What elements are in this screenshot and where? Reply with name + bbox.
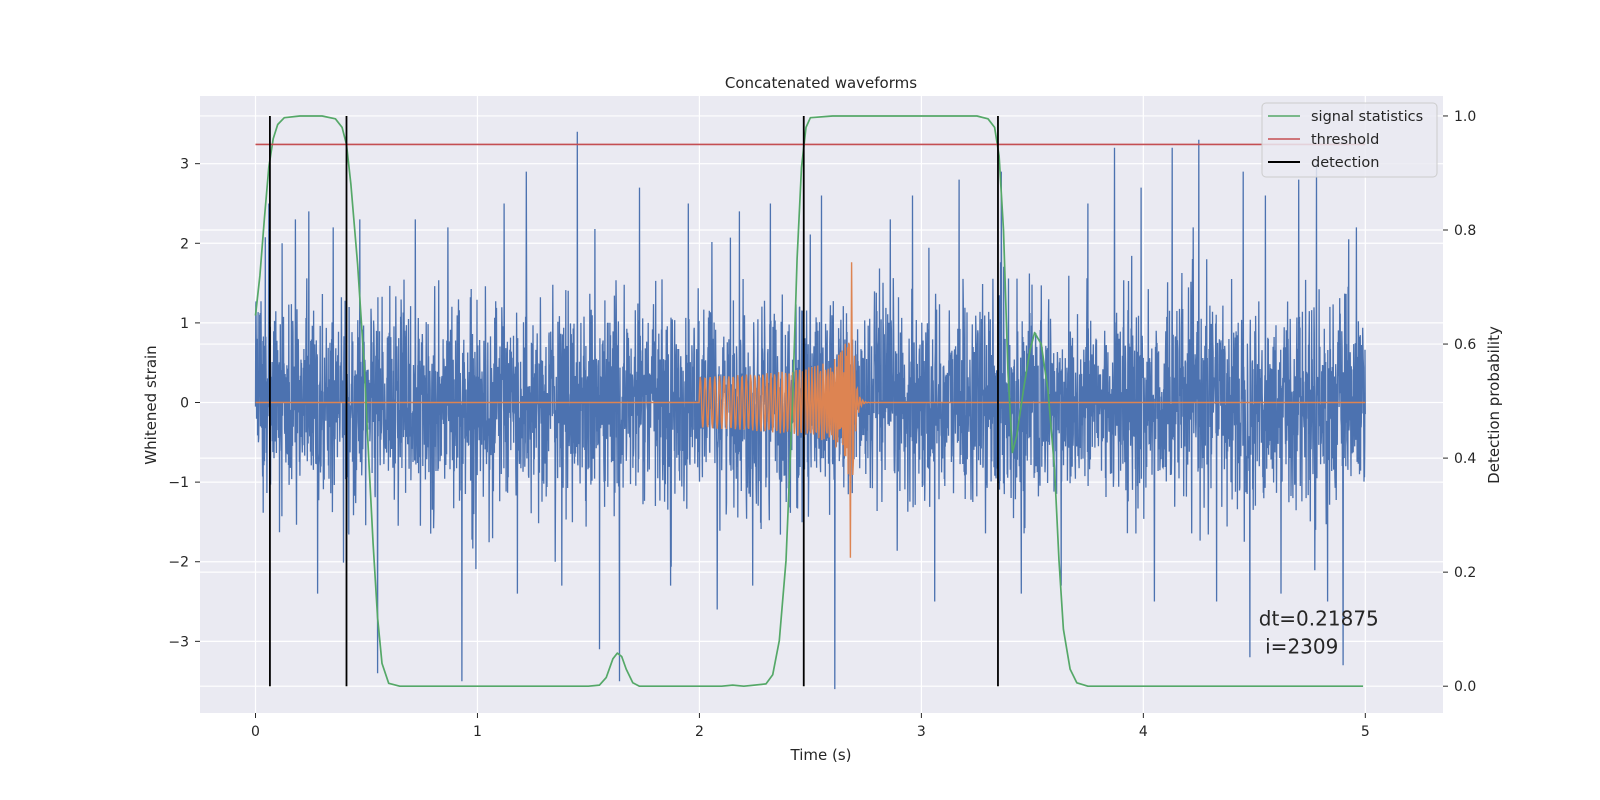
x-tick-label: 1 [473, 724, 482, 740]
chart-title: Concatenated waveforms [725, 74, 917, 92]
x-axis-label: Time (s) [790, 746, 852, 764]
y-tick-label: −1 [168, 475, 189, 491]
y-tick-label: −2 [168, 555, 189, 571]
x-tick-label: 3 [917, 724, 926, 740]
y-axis-label: Whitened strain [142, 345, 160, 464]
y2-tick-label: 0.8 [1454, 223, 1476, 239]
y-tick-label: 1 [180, 316, 189, 332]
annotation-i: i=2309 [1259, 634, 1339, 658]
annotation-dt: dt=0.21875 [1259, 606, 1379, 630]
legend-entry-threshold: threshold [1311, 132, 1379, 148]
y2-tick-label: 0.2 [1454, 565, 1476, 581]
y2-tick-label: 1.0 [1454, 109, 1476, 125]
injection-series [255, 262, 1366, 558]
y-tick-label: 3 [180, 157, 189, 173]
x-tick-label: 5 [1361, 724, 1370, 740]
y-tick-label: −3 [168, 634, 189, 650]
y-tick-label: 0 [180, 396, 189, 412]
legend-entry-detection: detection [1311, 155, 1379, 171]
y2-tick-label: 0.6 [1454, 337, 1476, 353]
y-tick-label: 2 [180, 236, 189, 252]
legend-box [1261, 102, 1438, 178]
x-tick-label: 4 [1139, 724, 1148, 740]
axes-layer: 0 1 2 3 4 5 −3 −2 −1 0 1 2 3 0.0 0.2 0.4 0.6 0.8 1.0 [168, 109, 1476, 740]
legend-entry-signal-statistics: signal statistics [1311, 109, 1423, 125]
y2-tick-label: 0.4 [1454, 451, 1476, 467]
y2-axis-label: Detection probability [1485, 326, 1503, 484]
data-layer [254, 115, 1366, 690]
strain-series [254, 131, 1366, 690]
x-tick-label: 0 [251, 724, 260, 740]
x-tick-label: 2 [695, 724, 704, 740]
legend: signal statistics threshold detection [1261, 102, 1438, 178]
y2-tick-label: 0.0 [1454, 679, 1476, 695]
